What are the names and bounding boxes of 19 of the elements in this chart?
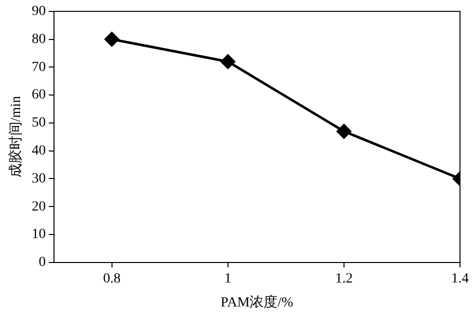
- y-axis-title: 成胶时间/min: [8, 96, 24, 178]
- x-tick-label: 0.8: [103, 271, 121, 286]
- x-tick-label: 1.4: [451, 271, 469, 286]
- x-tick-label: 1: [224, 271, 232, 286]
- y-tick-label: 10: [32, 227, 46, 242]
- y-tick-label: 50: [32, 116, 46, 131]
- y-tick-label: 70: [32, 60, 46, 75]
- y-tick-label: 30: [32, 171, 46, 186]
- y-tick-label: 60: [32, 88, 46, 103]
- x-tick-label: 1.2: [335, 271, 353, 286]
- point: [104, 32, 120, 47]
- y-tick-label: 40: [32, 144, 46, 159]
- y-tick-label: 0: [38, 255, 46, 270]
- x-axis-title: PAM浓度/%: [220, 294, 294, 310]
- point: [336, 124, 352, 139]
- y-tick-label: 20: [32, 199, 46, 214]
- y-tick-label: 80: [32, 32, 46, 47]
- point: [220, 54, 236, 69]
- y-tick-label: 90: [32, 4, 46, 20]
